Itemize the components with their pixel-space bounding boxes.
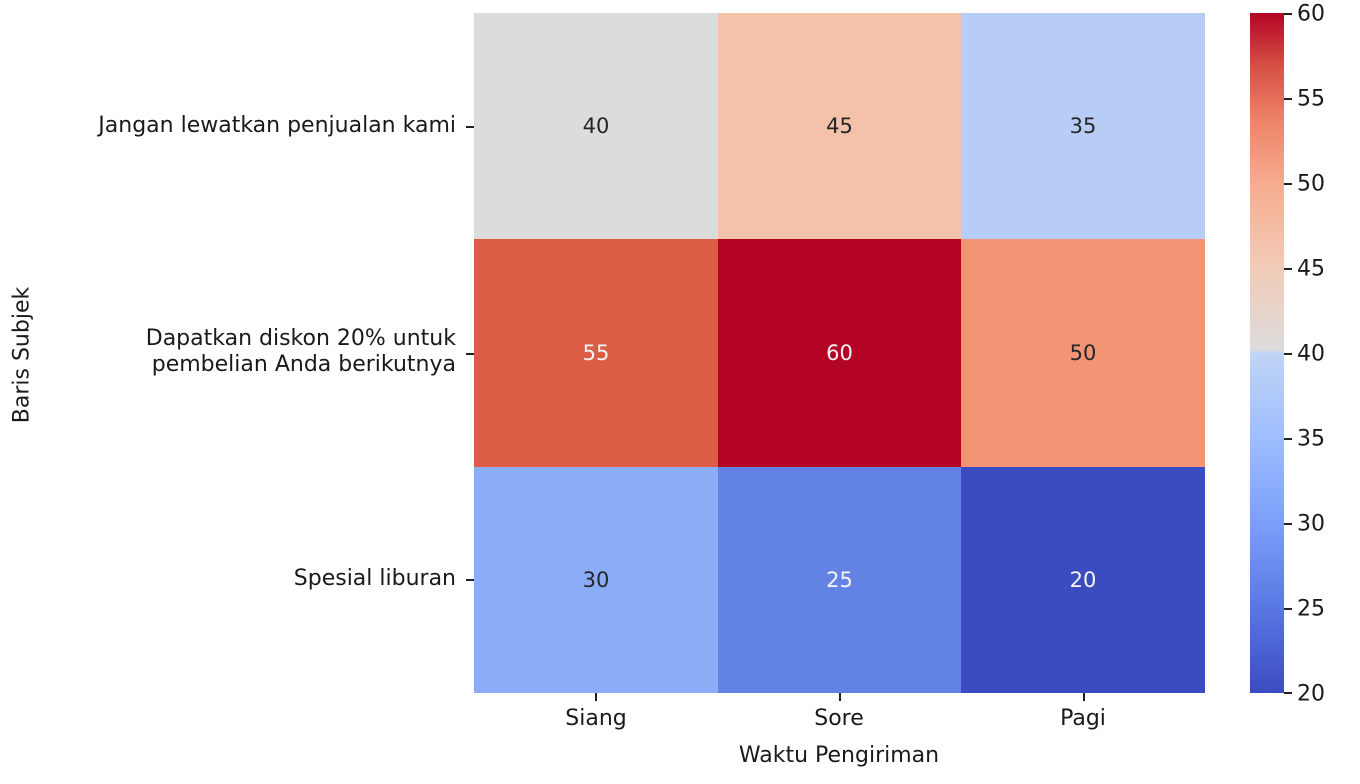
colorbar-tick-label: 25 xyxy=(1297,596,1325,622)
x-tick-label: Siang xyxy=(565,706,627,731)
colorbar-tick-label: 30 xyxy=(1297,511,1325,537)
x-tick-mark xyxy=(595,693,597,701)
colorbar-tick xyxy=(1284,608,1292,610)
colorbar-tick-label: 35 xyxy=(1297,426,1325,452)
heatmap-cell: 55 xyxy=(474,239,718,467)
heatmap-cell: 60 xyxy=(718,239,961,467)
y-tick-mark xyxy=(466,126,474,128)
cell-value: 45 xyxy=(826,114,853,138)
heatmap-cell: 40 xyxy=(474,13,718,239)
colorbar-tick xyxy=(1284,523,1292,525)
y-tick-label: Jangan lewatkan penjualan kami xyxy=(98,113,456,138)
cell-value: 20 xyxy=(1069,568,1097,592)
colorbar-tick xyxy=(1284,438,1292,440)
colorbar-tick xyxy=(1284,353,1292,355)
y-axis-title: Baris Subjek xyxy=(9,286,35,424)
heatmap-cell: 30 xyxy=(474,467,718,693)
colorbar-tick-label: 40 xyxy=(1297,341,1325,367)
heatmap-cell: 50 xyxy=(961,239,1205,467)
colorbar-tick-label: 55 xyxy=(1297,86,1325,112)
heatmap-cell: 25 xyxy=(718,467,961,693)
cell-value: 40 xyxy=(582,114,610,138)
x-tick-mark xyxy=(839,693,841,701)
cell-value: 55 xyxy=(582,341,610,365)
y-tick-label: Dapatkan diskon 20% untuk pembelian Anda… xyxy=(145,326,456,377)
colorbar-tick-label: 60 xyxy=(1297,1,1325,27)
colorbar-tick-label: 45 xyxy=(1297,256,1325,282)
x-tick-label: Sore xyxy=(814,706,864,731)
y-tick-label: Spesial liburan xyxy=(293,566,456,591)
colorbar-tick xyxy=(1284,13,1292,15)
colorbar-tick-label: 50 xyxy=(1297,171,1325,197)
colorbar-tick xyxy=(1284,692,1292,694)
x-tick-label: Pagi xyxy=(1060,706,1106,731)
colorbar-tick xyxy=(1284,268,1292,270)
heatmap-cell: 45 xyxy=(718,13,961,239)
x-tick-mark xyxy=(1083,693,1085,701)
cell-value: 60 xyxy=(826,341,853,365)
heatmap-cell: 20 xyxy=(961,467,1205,693)
x-axis-title: Waktu Pengiriman xyxy=(738,743,940,768)
y-tick-mark xyxy=(466,579,474,581)
colorbar-tick xyxy=(1284,183,1292,185)
cell-value: 30 xyxy=(582,568,610,592)
cell-value: 25 xyxy=(826,568,853,592)
y-tick-mark xyxy=(466,353,474,355)
cell-value: 50 xyxy=(1069,341,1097,365)
colorbar xyxy=(1250,13,1284,693)
colorbar-tick-label: 20 xyxy=(1297,681,1325,707)
colorbar-tick xyxy=(1284,98,1292,100)
heatmap-cell: 35 xyxy=(961,13,1205,239)
cell-value: 35 xyxy=(1069,114,1097,138)
